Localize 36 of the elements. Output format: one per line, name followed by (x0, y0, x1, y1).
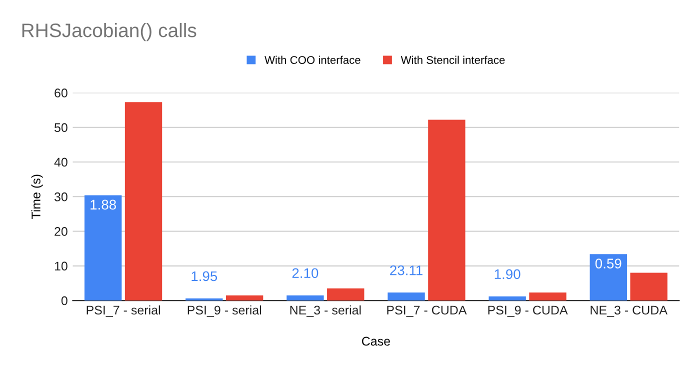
annotation: 0.59 (595, 258, 622, 268)
y-tick-label: 30 (54, 192, 68, 202)
y-tick-label: 0 (61, 296, 68, 306)
x-tick-label: NE_3 - serial (290, 305, 361, 317)
bar (84, 195, 122, 301)
y-tick-label: 40 (54, 158, 68, 167)
x-tick-label: NE_3 - CUDA (590, 306, 668, 317)
bar (388, 292, 425, 301)
bar (286, 295, 324, 301)
x-tick-label: PSI_9 - CUDA (488, 306, 568, 317)
legend-label: With Stencil interface (400, 56, 505, 64)
y-axis-title: Time (s) (31, 174, 43, 220)
annotation: 2.10 (292, 268, 318, 278)
annotation: 1.90 (494, 269, 520, 280)
bar (327, 288, 364, 301)
legend-label: With COO interface (264, 56, 360, 64)
bar (590, 254, 627, 301)
annotation: 1.88 (90, 200, 116, 210)
bar (428, 120, 466, 301)
bar (630, 272, 668, 301)
y-tick-label: 20 (54, 227, 68, 236)
bar (226, 295, 264, 301)
x-tick-label: PSI_7 - serial (86, 305, 160, 317)
bar (186, 298, 223, 301)
annotation: 23.11 (390, 265, 422, 276)
x-tick-label: PSI_9 - serial (188, 305, 262, 317)
bar (488, 296, 526, 301)
bar (529, 292, 566, 301)
x-tick-label: PSI_7 - CUDA (387, 306, 467, 317)
y-tick-label: 60 (54, 88, 68, 98)
bar (124, 102, 162, 301)
chart-title: RHSJacobian() calls (22, 23, 196, 42)
x-axis-title: Case (362, 336, 390, 346)
y-tick-label: 50 (54, 123, 68, 132)
annotation: 1.95 (192, 271, 218, 282)
y-tick-label: 10 (54, 262, 68, 271)
